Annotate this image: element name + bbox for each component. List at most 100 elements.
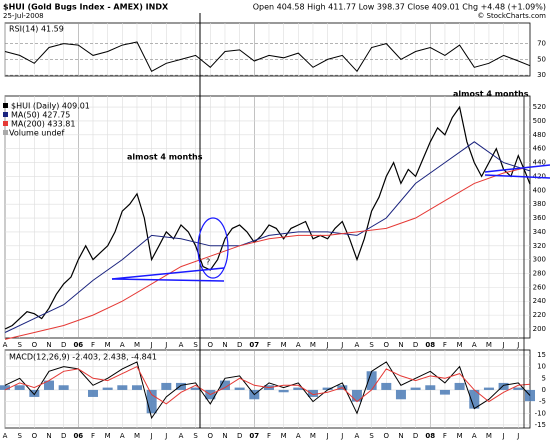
rsi-label: RSI(14) 41.59 [9, 25, 64, 34]
x-tick-label: A [3, 341, 8, 349]
histogram-bar [87, 389, 98, 397]
x-tick-label: A [355, 432, 360, 440]
x-tick-label: O [384, 341, 390, 349]
y-tick-label: 340 [533, 228, 546, 236]
y-tick-label: 420 [533, 172, 546, 180]
x-tick-label: 07 [249, 341, 259, 349]
x-tick-label: O [32, 341, 38, 349]
annotation-line [111, 267, 225, 280]
x-tick-label: J [340, 341, 343, 349]
y-tick-label: 460 [533, 145, 546, 153]
x-tick-label: D [413, 341, 418, 349]
title: $HUI (Gold Bugs Index - AMEX) INDX [3, 3, 169, 12]
histogram-bar [234, 387, 245, 390]
x-tick-label: A [472, 341, 477, 349]
histogram-bar [425, 385, 436, 390]
histogram-bar [293, 387, 304, 390]
x-tick-label: 06 [73, 432, 83, 440]
x-tick-label: N [46, 341, 51, 349]
y-tick-label: 280 [533, 270, 546, 278]
line [4, 41, 531, 73]
annotation: almost 4 months [127, 153, 203, 162]
y-tick-label: 520 [533, 103, 546, 111]
x-tick-label: M [281, 341, 287, 349]
y-tick-label: 500 [533, 117, 546, 125]
x-tick-label: F [443, 432, 447, 440]
legend-label: MA(200) 433.81 [11, 120, 75, 129]
legend-swatch [3, 112, 8, 117]
y-tick-label: 260 [533, 283, 546, 291]
macd-label: MACD(12,26,9) -2.403, 2.438, -4.841 [9, 353, 157, 362]
x-tick-label: A [120, 341, 125, 349]
annotation: almost 4 months [453, 90, 529, 99]
x-tick-label: 06 [73, 341, 83, 349]
y-tick-label: 480 [533, 131, 546, 139]
x-tick-label: J [326, 341, 329, 349]
x-tick-label: J [150, 432, 153, 440]
histogram-bar [525, 389, 535, 402]
histogram-bar [469, 389, 480, 409]
x-tick-label: J [516, 341, 519, 349]
histogram-bar [131, 385, 142, 390]
x-tick-label: O [208, 432, 214, 440]
y-tick-label: 400 [533, 186, 546, 194]
line [4, 105, 531, 330]
x-tick-label: J [516, 432, 519, 440]
x-tick-label: A [179, 432, 184, 440]
y-tick-label: -5 [539, 398, 546, 406]
x-tick-label: A [472, 432, 477, 440]
y-tick-label: 30 [537, 71, 546, 79]
histogram-bar [219, 380, 230, 390]
legend-swatch [3, 130, 8, 135]
x-tick-label: J [502, 432, 505, 440]
legend-label: $HUI (Daily) 409.01 [11, 102, 90, 111]
histogram-bar [454, 382, 465, 390]
x-tick-label: M [486, 341, 492, 349]
x-tick-label: 08 [425, 432, 435, 440]
x-tick-label: O [32, 432, 38, 440]
x-tick-label: S [193, 432, 198, 440]
x-tick-label: S [193, 341, 198, 349]
quote: Open 404.58 High 411.77 Low 398.37 Close… [253, 3, 546, 12]
histogram-bar [307, 389, 318, 397]
y-tick-label: 240 [533, 297, 546, 305]
histogram-bar [190, 387, 201, 390]
annotation: ? [206, 258, 210, 267]
x-tick-label: 08 [425, 341, 435, 349]
legend-swatch [3, 103, 8, 108]
x-tick-label: 07 [249, 432, 259, 440]
histogram-bar [146, 389, 157, 414]
x-tick-label: J [502, 341, 505, 349]
x-tick-label: N [398, 341, 403, 349]
x-tick-label: M [486, 432, 492, 440]
x-tick-label: O [384, 432, 390, 440]
y-tick-label: 440 [533, 159, 546, 167]
x-tick-label: M [134, 341, 140, 349]
histogram-bar [366, 371, 377, 390]
x-tick-label: N [46, 432, 51, 440]
x-tick-label: J [326, 432, 329, 440]
y-tick-label: -10 [535, 409, 546, 417]
y-tick-label: 220 [533, 311, 546, 319]
x-tick-label: F [267, 432, 271, 440]
line [4, 365, 531, 405]
x-tick-label: A [296, 341, 301, 349]
histogram-bar [410, 387, 421, 390]
x-tick-label: J [150, 341, 153, 349]
x-tick-label: S [369, 432, 374, 440]
x-tick-label: M [134, 432, 140, 440]
x-tick-label: S [369, 341, 374, 349]
x-tick-label: F [267, 341, 271, 349]
histogram-bar [513, 387, 524, 390]
y-tick-label: 300 [533, 256, 546, 264]
line [4, 166, 531, 340]
legend-swatch [3, 121, 8, 126]
legend-label: MA(50) 427.75 [11, 111, 70, 120]
x-tick-label: M [457, 432, 463, 440]
x-tick-label: M [310, 432, 316, 440]
x-tick-label: J [164, 341, 167, 349]
histogram-bar [58, 385, 69, 390]
line [4, 141, 531, 333]
line [4, 361, 531, 420]
x-tick-label: S [17, 341, 22, 349]
